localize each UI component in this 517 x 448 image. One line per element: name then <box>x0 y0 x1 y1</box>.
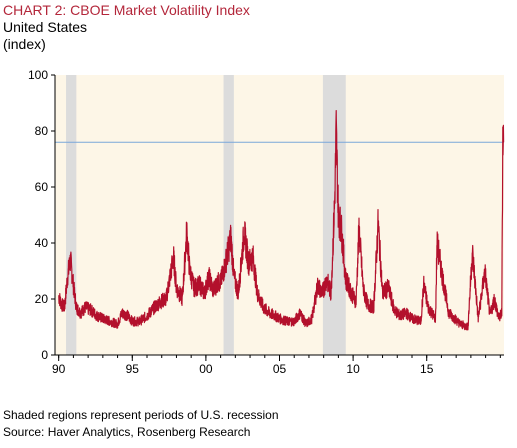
vix-line-chart: 0 20 40 60 80 100 90 95 00 05 10 15 <box>28 68 505 376</box>
x-tick-label-95: 95 <box>126 362 140 376</box>
recession-band-1 <box>66 75 77 355</box>
y-tick-label-60: 60 <box>35 180 49 194</box>
x-tick-label-00: 00 <box>199 362 213 376</box>
source-note: Source: Haver Analytics, Rosenberg Resea… <box>3 425 251 439</box>
y-tick-label-20: 20 <box>35 292 49 306</box>
y-tick-label-80: 80 <box>35 124 49 138</box>
x-tick-label-10: 10 <box>346 362 360 376</box>
y-axis-unit-label: (index) <box>3 36 46 52</box>
y-tick-label-0: 0 <box>41 348 48 362</box>
recession-band-2 <box>223 75 234 355</box>
y-tick-label-100: 100 <box>28 68 48 82</box>
chart-title: CHART 2: CBOE Market Volatility Index <box>3 2 250 18</box>
x-tick-label-05: 05 <box>273 362 287 376</box>
x-tick-label-90: 90 <box>52 362 66 376</box>
recession-note: Shaded regions represent periods of U.S.… <box>3 408 279 422</box>
x-tick-label-15: 15 <box>420 362 434 376</box>
vix-series-line <box>58 110 505 331</box>
chart-subtitle: United States <box>3 19 88 35</box>
y-tick-label-40: 40 <box>35 236 49 250</box>
